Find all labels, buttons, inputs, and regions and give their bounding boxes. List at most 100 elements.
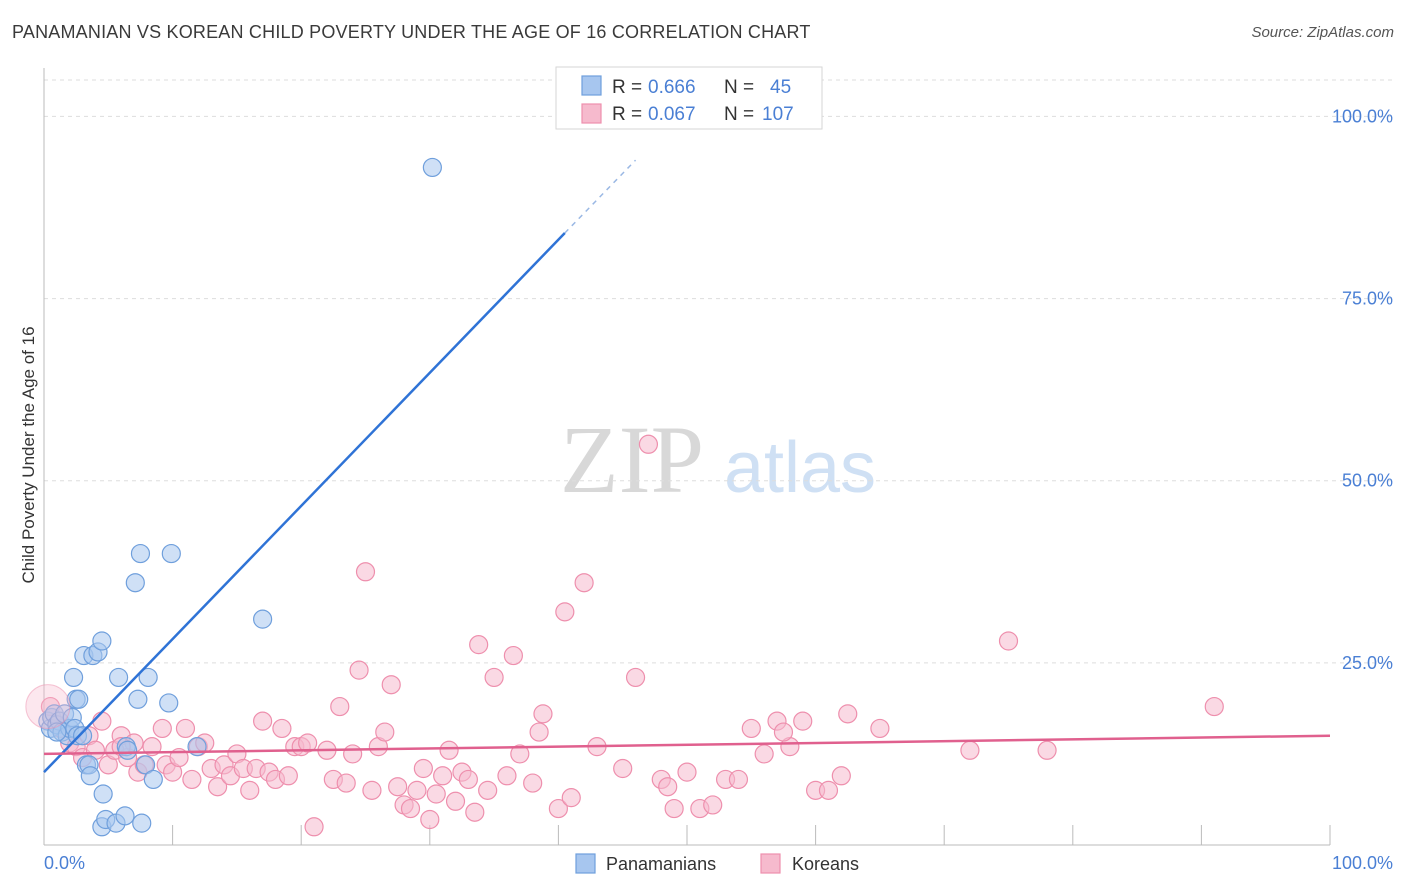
panamanian-point bbox=[117, 740, 138, 760]
korean-point bbox=[433, 766, 453, 786]
korean-point bbox=[304, 817, 324, 837]
korean-point bbox=[362, 780, 382, 800]
korean-point bbox=[272, 718, 292, 739]
korean-point bbox=[253, 711, 273, 731]
n-value-koreans: 107 bbox=[762, 104, 794, 125]
korean-point bbox=[420, 809, 440, 830]
korean-point bbox=[503, 645, 523, 666]
series-legend: Panamanians Koreans bbox=[575, 853, 859, 874]
korean-point bbox=[375, 722, 395, 742]
y-tick-label: 100.0% bbox=[1332, 106, 1393, 126]
korean-point bbox=[413, 758, 433, 779]
n-label-1: N = bbox=[724, 77, 754, 98]
legend-panamanians-swatch bbox=[575, 853, 596, 874]
r-label-1: R = bbox=[612, 77, 642, 98]
korean-point bbox=[407, 780, 427, 800]
panamanian-point bbox=[132, 813, 152, 833]
korean-point bbox=[92, 711, 112, 731]
korean-point bbox=[484, 667, 504, 688]
panamanian-point bbox=[422, 157, 442, 178]
korean-point bbox=[175, 718, 196, 739]
korean-point bbox=[469, 635, 489, 655]
korean-point bbox=[278, 766, 298, 786]
source-credit: Source: ZipAtlas.com bbox=[1251, 24, 1394, 41]
korean-point bbox=[388, 777, 408, 797]
legend-koreans-swatch bbox=[760, 853, 781, 874]
korean-point bbox=[960, 740, 980, 760]
korean-point bbox=[754, 744, 774, 764]
y-tick-label: 25.0% bbox=[1342, 653, 1393, 673]
panamanian-point bbox=[72, 726, 93, 746]
korean-point bbox=[818, 780, 839, 800]
panamanian-point bbox=[92, 631, 112, 651]
korean-point-large bbox=[25, 684, 71, 730]
stats-legend: R = 0.666 N = 45 R = 0.067 N = 107 bbox=[555, 66, 823, 130]
korean-point bbox=[465, 802, 485, 822]
panamanian-point bbox=[125, 573, 145, 593]
korean-point bbox=[349, 660, 369, 680]
korean-point bbox=[613, 758, 633, 779]
n-label-2: N = bbox=[724, 104, 754, 125]
y-axis-label: Child Poverty Under the Age of 16 bbox=[19, 326, 38, 583]
legend-koreans-label: Koreans bbox=[792, 854, 859, 874]
panamanian-point bbox=[130, 543, 151, 564]
panamanian-point bbox=[128, 689, 148, 709]
korean-point bbox=[439, 740, 459, 760]
panamanian-point bbox=[47, 722, 67, 742]
korean-point bbox=[838, 704, 858, 724]
korean-point bbox=[330, 696, 350, 717]
korean-point bbox=[458, 769, 478, 790]
korean-point bbox=[793, 711, 813, 731]
korean-point bbox=[343, 744, 363, 764]
panamanian-point bbox=[138, 667, 158, 688]
tick-labels: 25.0% 50.0% 75.0% 100.0% 0.0% 100.0% bbox=[44, 106, 1393, 873]
korean-point bbox=[182, 769, 202, 790]
korean-point bbox=[773, 722, 794, 742]
watermark-atlas: atlas bbox=[724, 428, 876, 508]
axes bbox=[43, 68, 1331, 846]
korean-point bbox=[533, 704, 553, 724]
korean-point bbox=[831, 766, 851, 786]
korean-point bbox=[703, 795, 723, 815]
panamanian-point bbox=[108, 667, 129, 688]
korean-point bbox=[638, 434, 659, 454]
x-tick-label: 0.0% bbox=[44, 853, 85, 873]
y-tick-label: 50.0% bbox=[1342, 471, 1393, 491]
r-value-koreans: 0.067 bbox=[648, 104, 696, 125]
korean-point bbox=[1204, 696, 1224, 717]
panamanian-point bbox=[115, 806, 135, 826]
koreans-trend-line bbox=[43, 734, 1331, 756]
korean-point bbox=[426, 784, 446, 804]
panamanian-point bbox=[161, 543, 181, 564]
korean-point bbox=[625, 667, 646, 688]
y-tick-label: 75.0% bbox=[1342, 289, 1393, 309]
panamanians-trend-line bbox=[43, 232, 566, 774]
r-label-2: R = bbox=[612, 104, 642, 125]
n-value-panamanians: 45 bbox=[770, 77, 791, 98]
korean-point bbox=[574, 573, 594, 593]
panamanian-point bbox=[63, 667, 84, 688]
watermark-zip: ZIP bbox=[560, 406, 704, 513]
korean-point bbox=[529, 722, 549, 742]
korean-point bbox=[208, 777, 228, 797]
korean-point bbox=[998, 631, 1019, 651]
korean-point bbox=[445, 791, 466, 811]
korean-point bbox=[664, 798, 684, 819]
chart-title: PANAMANIAN VS KOREAN CHILD POVERTY UNDER… bbox=[12, 22, 811, 42]
x-tick-label: 100.0% bbox=[1332, 853, 1393, 873]
korean-point bbox=[336, 773, 356, 793]
panamanian-point bbox=[143, 769, 163, 790]
korean-point bbox=[510, 744, 530, 764]
panamanian-point bbox=[159, 693, 179, 713]
korean-point bbox=[497, 766, 517, 786]
korean-point bbox=[152, 718, 172, 739]
korean-point bbox=[240, 780, 260, 800]
korean-point bbox=[523, 773, 543, 793]
panamanians-swatch bbox=[581, 75, 602, 96]
panamanian-point bbox=[93, 784, 113, 804]
korean-point bbox=[870, 718, 890, 739]
korean-point bbox=[741, 718, 761, 739]
korean-point bbox=[561, 788, 581, 808]
gridlines bbox=[44, 79, 1394, 664]
